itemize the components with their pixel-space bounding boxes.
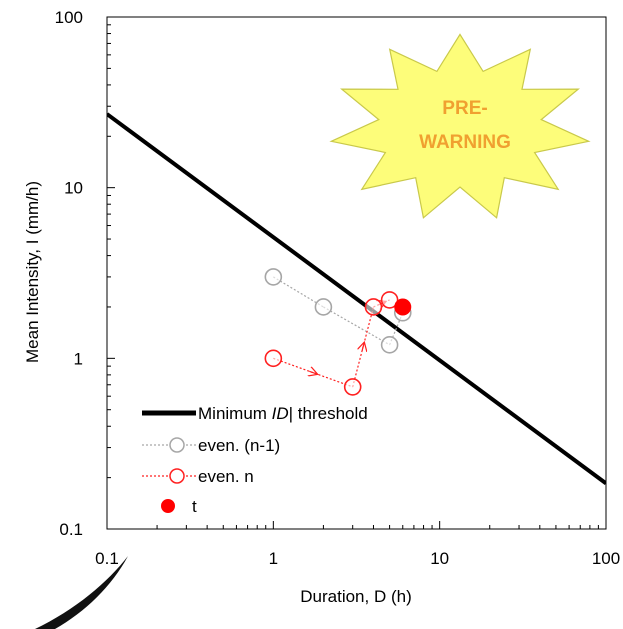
series-n-point <box>380 291 399 309</box>
series-n-arrow <box>362 343 364 351</box>
pre-warning-burst <box>329 33 591 219</box>
legend: Minimum ID| threshold even. (n-1) even. … <box>142 404 368 516</box>
pre-warning-label-line1: PRE- <box>442 98 487 119</box>
y-tick-label: 1 <box>74 349 83 368</box>
series-n1-point <box>314 298 333 316</box>
series-n1-segment <box>323 306 390 346</box>
x-tick-label: 0.1 <box>95 549 119 568</box>
legend-threshold-label: Minimum ID| threshold <box>198 404 368 423</box>
y-tick-label: 10 <box>64 179 83 198</box>
legend-series-n1-label: even. (n-1) <box>198 436 280 455</box>
x-tick-label: 10 <box>430 549 449 568</box>
y-tick-label: 100 <box>55 8 83 27</box>
x-axis-title: Duration, D (h) <box>300 587 411 606</box>
legend-series-n-marker <box>169 468 185 484</box>
legend-series-t-marker <box>161 499 175 513</box>
legend-series-n-label: even. n <box>198 467 254 486</box>
series-n-point <box>343 378 362 396</box>
plot-frame <box>106 16 607 530</box>
series-n1-segment <box>273 276 324 308</box>
x-tick-label: 1 <box>269 549 278 568</box>
series-n-point <box>264 349 283 368</box>
legend-series-t-label: t <box>192 497 197 516</box>
pre-warning-label-line2: WARNING <box>419 132 511 153</box>
series-t-point <box>394 298 412 316</box>
series-n-arrow <box>309 371 317 374</box>
series-n-point <box>364 298 383 316</box>
y-tick-label: 0.1 <box>59 520 83 539</box>
threshold-line <box>107 112 606 486</box>
series-n1-point <box>264 268 283 286</box>
y-axis-title: Mean Intensity, I (mm/h) <box>23 181 42 363</box>
x-tick-label: 100 <box>592 549 620 568</box>
series-n1-point <box>380 336 399 354</box>
legend-series-n1-marker <box>169 437 185 453</box>
